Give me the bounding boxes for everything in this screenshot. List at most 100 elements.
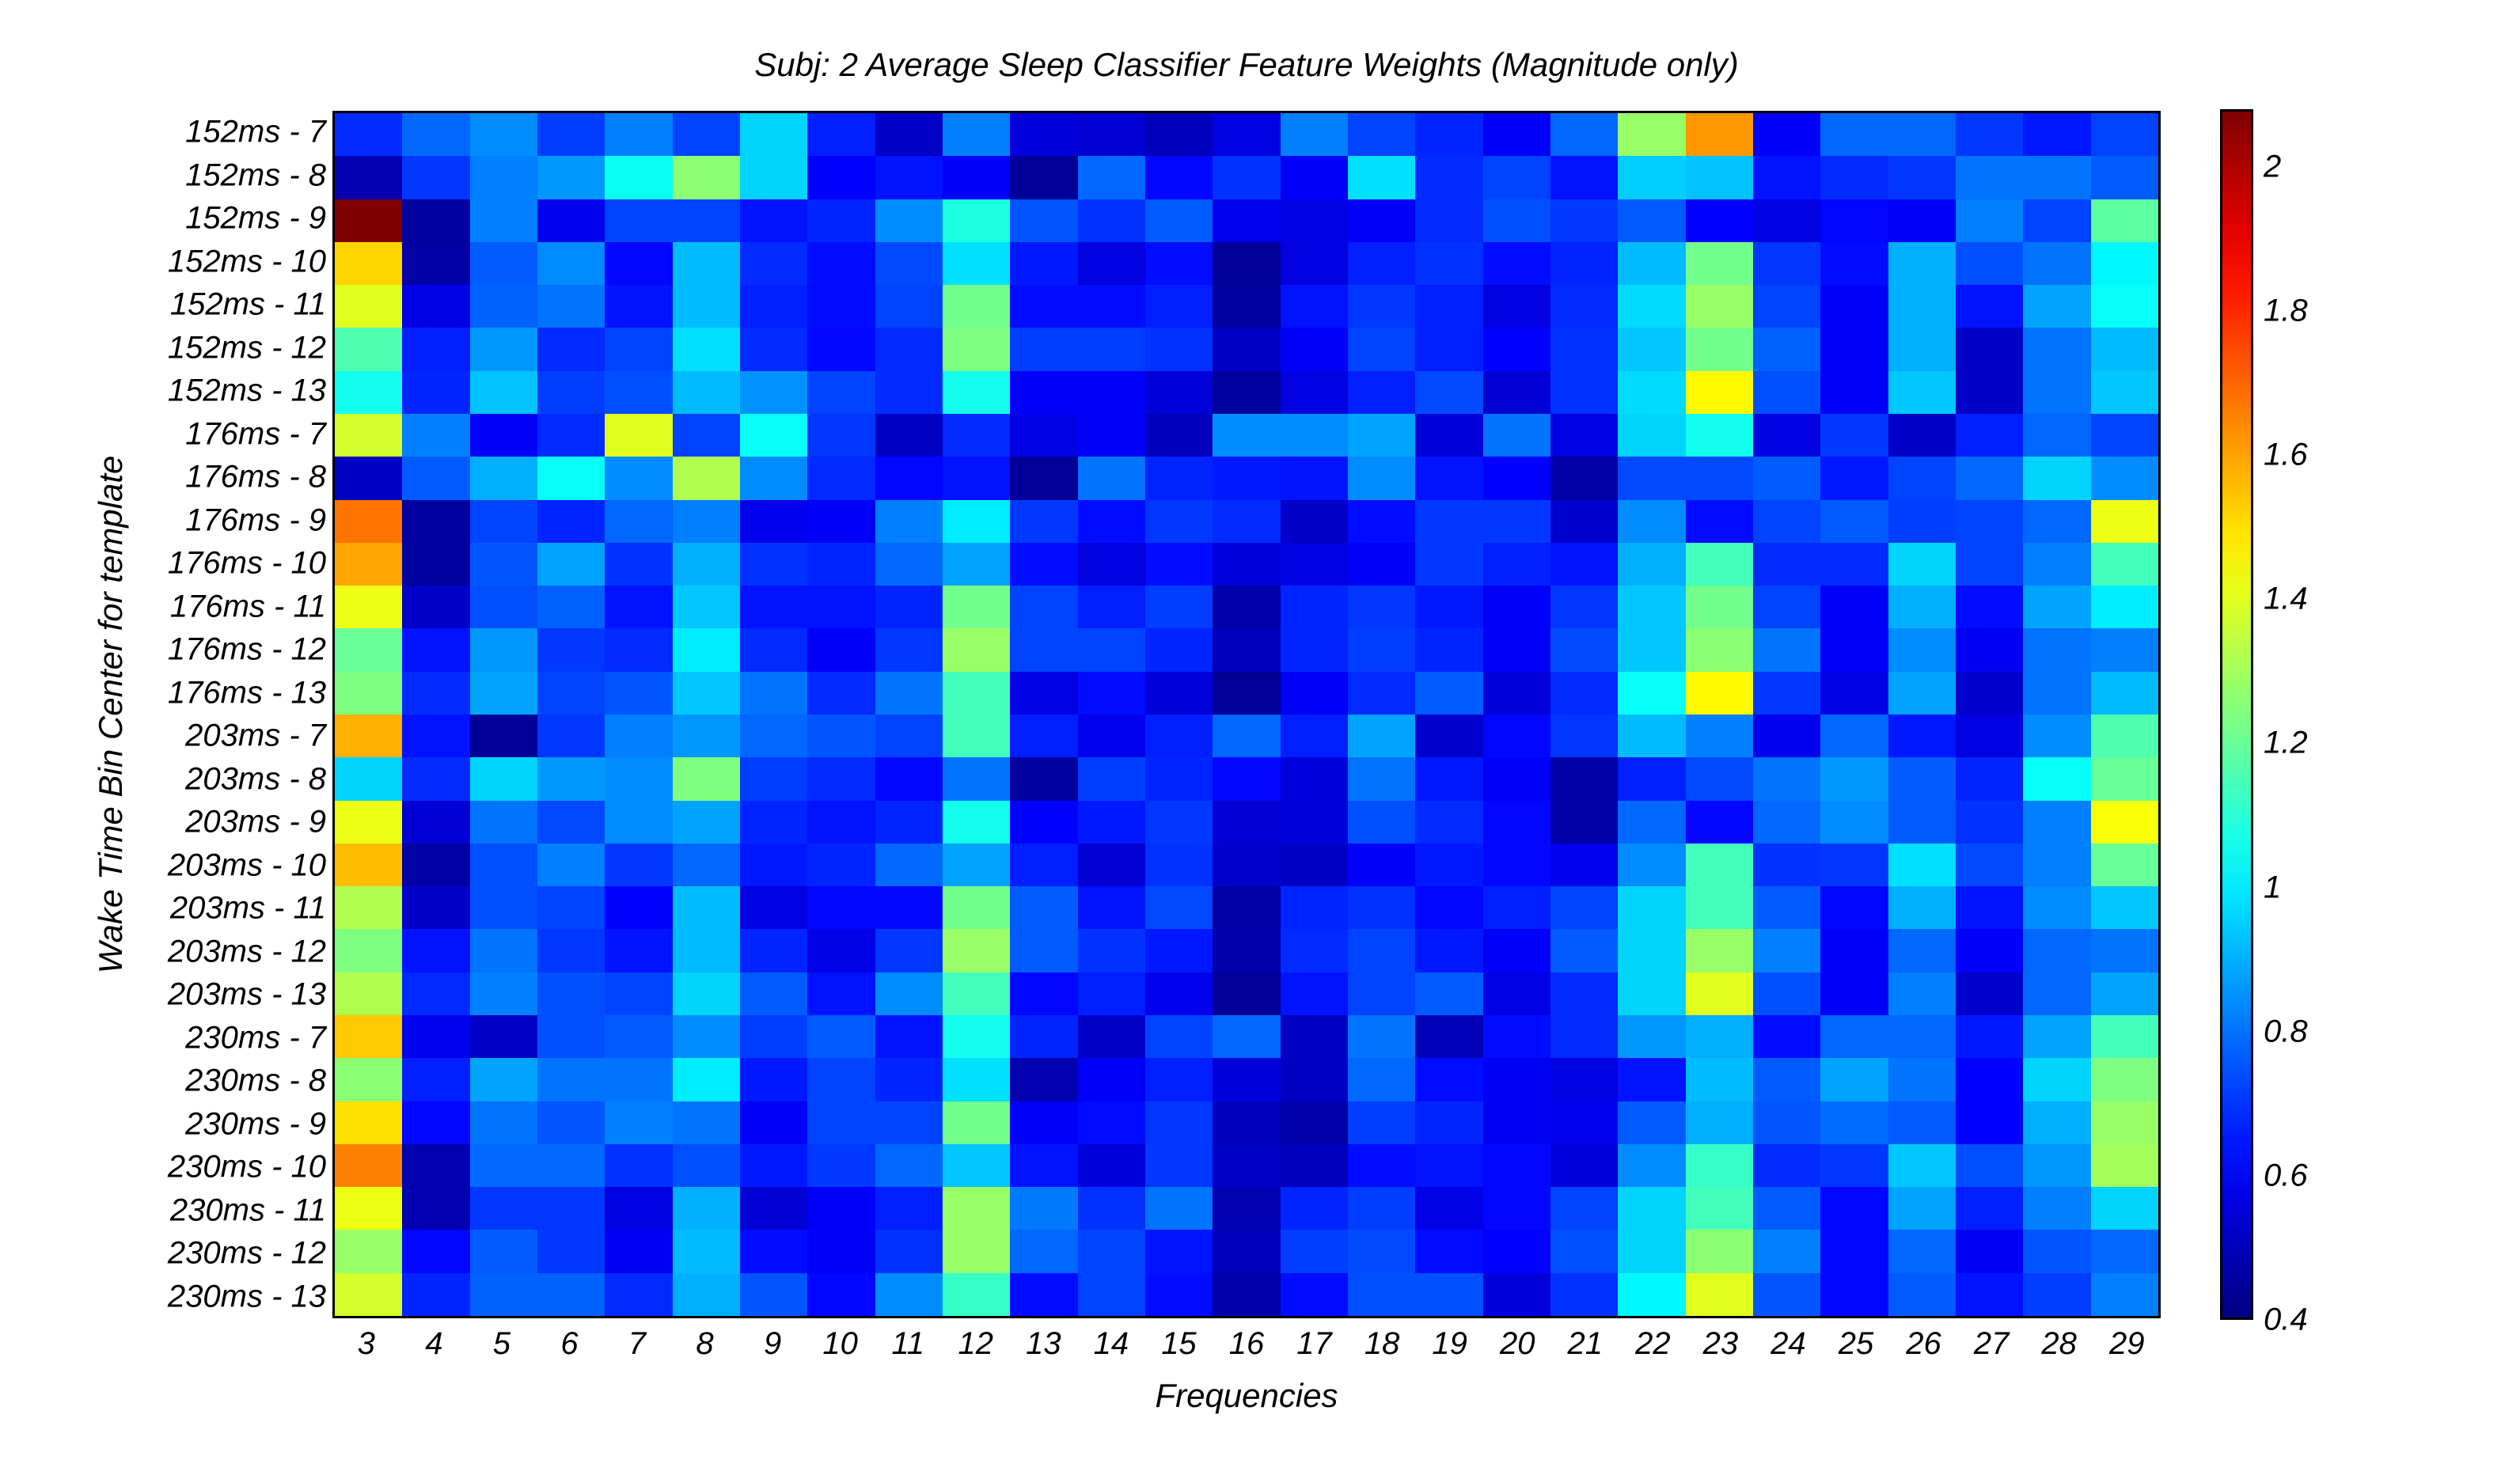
heatmap-cell bbox=[2023, 328, 2091, 371]
heatmap-cell bbox=[672, 586, 740, 629]
heatmap-cell bbox=[807, 156, 875, 199]
heatmap-cell bbox=[1145, 499, 1213, 543]
heatmap-cell bbox=[1550, 800, 1619, 844]
heatmap-cell bbox=[1348, 499, 1416, 543]
heatmap-cell bbox=[1213, 671, 1281, 715]
heatmap-cell bbox=[875, 1101, 943, 1144]
heatmap-cell bbox=[605, 1272, 673, 1316]
heatmap-cell bbox=[1956, 241, 2024, 286]
x-tick-label: 20 bbox=[1499, 1326, 1535, 1361]
heatmap-cell bbox=[537, 1230, 605, 1273]
x-tick-label: 27 bbox=[1973, 1326, 2010, 1361]
heatmap-cell bbox=[1145, 671, 1213, 715]
heatmap-cell bbox=[2023, 413, 2091, 457]
heatmap-cell bbox=[1010, 199, 1078, 242]
heatmap-cell bbox=[1550, 285, 1619, 328]
heatmap-cell bbox=[1685, 757, 1753, 801]
heatmap-cell bbox=[1145, 285, 1213, 328]
heatmap-cell bbox=[807, 241, 875, 286]
heatmap-cell bbox=[469, 499, 537, 543]
heatmap-cell bbox=[469, 671, 537, 715]
heatmap-cell bbox=[1482, 714, 1550, 758]
heatmap-cell bbox=[1956, 972, 2024, 1015]
heatmap-cell bbox=[2023, 1272, 2091, 1316]
heatmap-cell bbox=[402, 542, 470, 586]
heatmap-cell bbox=[469, 1143, 537, 1188]
heatmap-cell bbox=[740, 1230, 808, 1273]
x-tick-label: 24 bbox=[1770, 1326, 1806, 1361]
heatmap-cell bbox=[672, 843, 740, 887]
heatmap-cell bbox=[1010, 628, 1078, 672]
heatmap-cell bbox=[807, 1058, 875, 1101]
heatmap-cell bbox=[875, 241, 943, 286]
heatmap-cell bbox=[1550, 370, 1619, 414]
heatmap-cell bbox=[1956, 671, 2024, 715]
heatmap-cell bbox=[943, 328, 1011, 371]
heatmap-cell bbox=[672, 328, 740, 371]
heatmap-cell bbox=[1213, 1230, 1281, 1273]
heatmap-cell bbox=[1618, 457, 1686, 500]
heatmap-cell bbox=[1820, 972, 1888, 1015]
heatmap-cell bbox=[672, 1101, 740, 1144]
heatmap-cell bbox=[1145, 370, 1213, 414]
heatmap-grid bbox=[332, 111, 2161, 1318]
heatmap-cell bbox=[1348, 1230, 1416, 1273]
heatmap-cell bbox=[1280, 457, 1348, 500]
heatmap-cell bbox=[740, 199, 808, 242]
x-tick-label: 21 bbox=[1567, 1326, 1603, 1361]
heatmap-cell bbox=[1415, 714, 1483, 758]
heatmap-cell bbox=[1685, 972, 1753, 1015]
heatmap-cell bbox=[1685, 542, 1753, 586]
heatmap-cell bbox=[605, 714, 673, 758]
heatmap-cell bbox=[1482, 586, 1550, 629]
heatmap-cell bbox=[1280, 1272, 1348, 1316]
heatmap-cell bbox=[2090, 499, 2158, 543]
heatmap-cell bbox=[1753, 1143, 1821, 1188]
heatmap-cell bbox=[402, 929, 470, 972]
heatmap-cell bbox=[1010, 1143, 1078, 1188]
heatmap-cell bbox=[537, 1058, 605, 1101]
heatmap-cell bbox=[807, 972, 875, 1015]
heatmap-cell bbox=[1820, 714, 1888, 758]
heatmap-cell bbox=[1213, 1272, 1281, 1316]
y-tick-label: 203ms - 12 bbox=[167, 934, 326, 969]
heatmap-cell bbox=[1820, 843, 1888, 887]
heatmap-cell bbox=[1888, 156, 1956, 199]
heatmap-cell bbox=[402, 800, 470, 844]
heatmap-cell bbox=[1820, 628, 1888, 672]
heatmap-cell bbox=[335, 113, 403, 157]
heatmap-cell bbox=[605, 241, 673, 286]
heatmap-cell bbox=[740, 156, 808, 199]
heatmap-cell bbox=[740, 1014, 808, 1059]
heatmap-cell bbox=[537, 714, 605, 758]
heatmap-cell bbox=[2090, 457, 2158, 500]
heatmap-cell bbox=[943, 843, 1011, 887]
heatmap-cell bbox=[1213, 328, 1281, 371]
heatmap-cell bbox=[1415, 370, 1483, 414]
heatmap-cell bbox=[1820, 1014, 1888, 1059]
heatmap-cell bbox=[1550, 499, 1619, 543]
heatmap-cell bbox=[1415, 156, 1483, 199]
heatmap-cell bbox=[1348, 241, 1416, 286]
heatmap-cell bbox=[402, 628, 470, 672]
heatmap-cell bbox=[943, 1272, 1011, 1316]
heatmap-cell bbox=[1077, 972, 1145, 1015]
heatmap-cell bbox=[875, 328, 943, 371]
heatmap-cell bbox=[1550, 972, 1619, 1015]
heatmap-cell bbox=[1280, 1101, 1348, 1144]
heatmap-cell bbox=[1415, 457, 1483, 500]
heatmap-cell bbox=[672, 1272, 740, 1316]
heatmap-cell bbox=[1888, 757, 1956, 801]
heatmap-cell bbox=[402, 1058, 470, 1101]
heatmap-cell bbox=[1550, 1058, 1619, 1101]
heatmap-cell bbox=[469, 413, 537, 457]
x-tick-label: 28 bbox=[2041, 1326, 2077, 1361]
heatmap-cell bbox=[1348, 843, 1416, 887]
heatmap-cell bbox=[1415, 241, 1483, 286]
heatmap-cell bbox=[2090, 1272, 2158, 1316]
heatmap-cell bbox=[537, 199, 605, 242]
heatmap-cell bbox=[2090, 929, 2158, 972]
heatmap-cell bbox=[943, 457, 1011, 500]
heatmap-cell bbox=[402, 285, 470, 328]
heatmap-cell bbox=[1348, 1014, 1416, 1059]
